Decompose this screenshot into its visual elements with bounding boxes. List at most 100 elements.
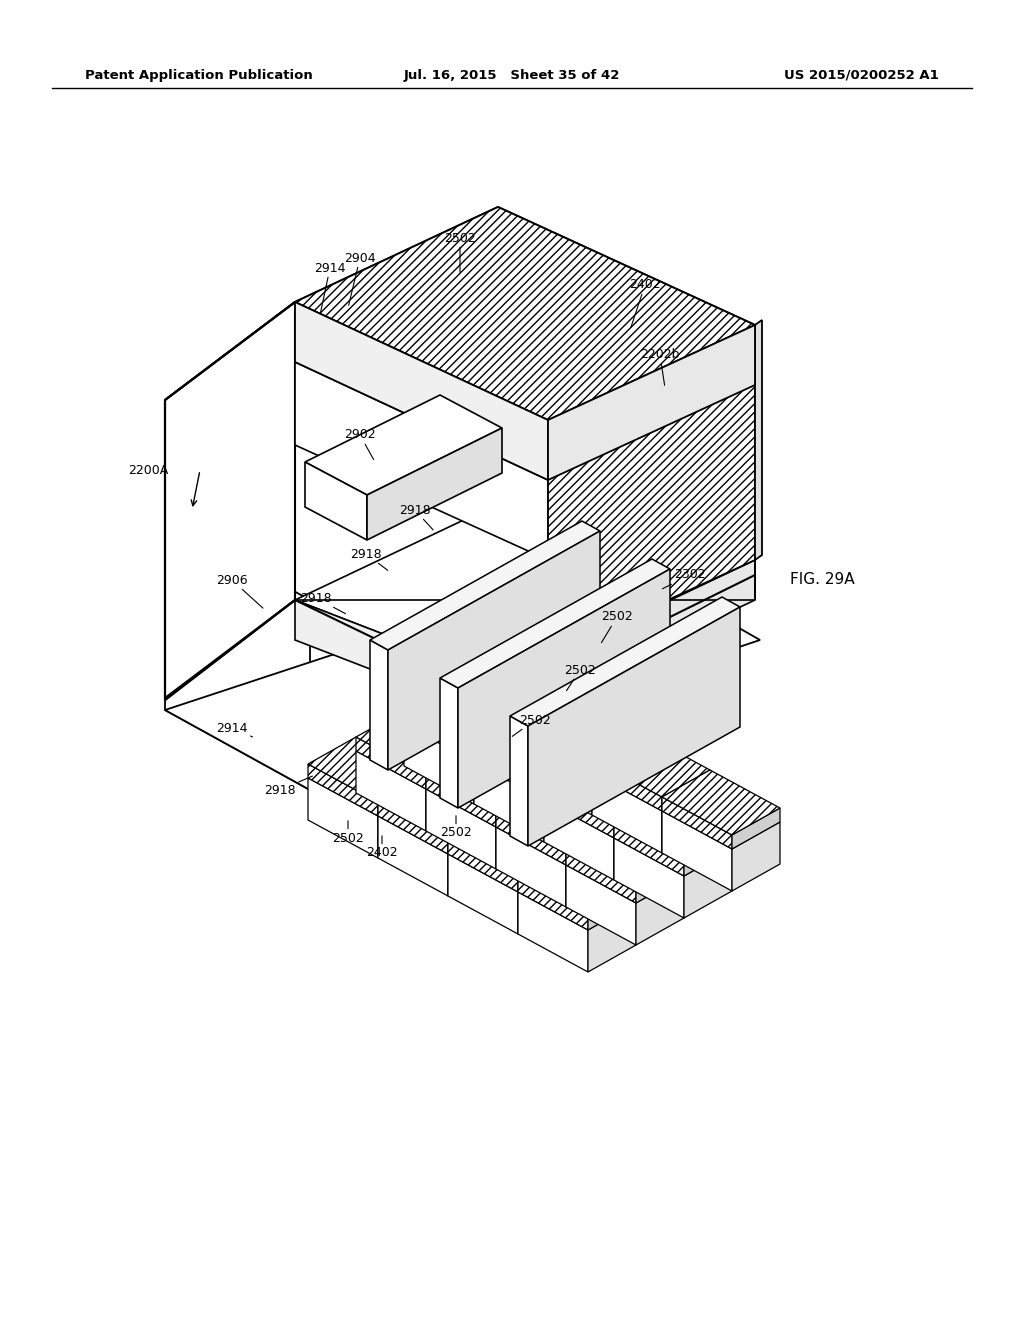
Polygon shape bbox=[356, 710, 474, 775]
Polygon shape bbox=[662, 770, 780, 836]
Polygon shape bbox=[566, 824, 684, 888]
Polygon shape bbox=[588, 903, 636, 972]
Polygon shape bbox=[662, 810, 732, 891]
Polygon shape bbox=[474, 762, 544, 842]
Polygon shape bbox=[378, 789, 426, 858]
Polygon shape bbox=[544, 759, 592, 800]
Text: 2918: 2918 bbox=[350, 548, 388, 570]
Polygon shape bbox=[370, 640, 388, 770]
Text: 2906: 2906 bbox=[216, 573, 263, 609]
Text: 2502: 2502 bbox=[332, 821, 364, 845]
Polygon shape bbox=[566, 851, 636, 903]
Polygon shape bbox=[732, 822, 780, 891]
Polygon shape bbox=[496, 785, 544, 828]
Polygon shape bbox=[614, 824, 684, 876]
Polygon shape bbox=[522, 694, 570, 735]
Polygon shape bbox=[522, 721, 592, 774]
Polygon shape bbox=[496, 785, 614, 851]
Polygon shape bbox=[295, 601, 502, 719]
Polygon shape bbox=[165, 520, 310, 789]
Polygon shape bbox=[566, 838, 614, 907]
Polygon shape bbox=[522, 708, 570, 777]
Text: 2202b: 2202b bbox=[640, 348, 680, 385]
Text: 2914: 2914 bbox=[216, 722, 253, 737]
Polygon shape bbox=[378, 775, 426, 816]
Polygon shape bbox=[426, 775, 496, 828]
Polygon shape bbox=[732, 808, 780, 849]
Polygon shape bbox=[165, 560, 760, 789]
Polygon shape bbox=[592, 759, 662, 810]
Polygon shape bbox=[662, 784, 710, 853]
Polygon shape bbox=[440, 558, 670, 688]
Polygon shape bbox=[592, 733, 640, 774]
Polygon shape bbox=[305, 462, 367, 540]
Polygon shape bbox=[356, 737, 426, 789]
Polygon shape bbox=[518, 878, 588, 931]
Polygon shape bbox=[592, 774, 662, 853]
Polygon shape bbox=[370, 521, 600, 649]
Polygon shape bbox=[662, 770, 710, 810]
Polygon shape bbox=[544, 800, 614, 880]
Polygon shape bbox=[474, 748, 544, 800]
Polygon shape bbox=[588, 888, 636, 931]
Polygon shape bbox=[592, 733, 710, 797]
Polygon shape bbox=[684, 836, 732, 876]
Polygon shape bbox=[295, 480, 755, 680]
Polygon shape bbox=[755, 319, 762, 560]
Polygon shape bbox=[518, 892, 588, 972]
Text: 2918: 2918 bbox=[399, 503, 433, 529]
Polygon shape bbox=[426, 748, 544, 813]
Polygon shape bbox=[308, 737, 426, 803]
Polygon shape bbox=[474, 721, 522, 762]
Text: 2502: 2502 bbox=[444, 231, 476, 272]
Polygon shape bbox=[592, 746, 640, 814]
Polygon shape bbox=[510, 597, 740, 726]
Text: 2918: 2918 bbox=[300, 591, 345, 614]
Polygon shape bbox=[614, 838, 684, 917]
Polygon shape bbox=[528, 607, 740, 846]
Polygon shape bbox=[378, 775, 496, 840]
Polygon shape bbox=[614, 797, 662, 838]
Text: 2902: 2902 bbox=[344, 429, 376, 459]
Polygon shape bbox=[426, 748, 474, 789]
Polygon shape bbox=[662, 797, 732, 849]
Text: Patent Application Publication: Patent Application Publication bbox=[85, 69, 312, 82]
Polygon shape bbox=[449, 854, 518, 935]
Polygon shape bbox=[566, 865, 636, 945]
Text: FIG. 29A: FIG. 29A bbox=[790, 573, 855, 587]
Polygon shape bbox=[522, 694, 640, 759]
Polygon shape bbox=[496, 800, 544, 869]
Polygon shape bbox=[544, 759, 662, 824]
Polygon shape bbox=[378, 816, 449, 896]
Polygon shape bbox=[458, 569, 670, 808]
Polygon shape bbox=[636, 862, 684, 903]
Polygon shape bbox=[474, 721, 592, 785]
Text: 2302: 2302 bbox=[663, 569, 706, 589]
Text: 2402: 2402 bbox=[367, 836, 397, 859]
Text: US 2015/0200252 A1: US 2015/0200252 A1 bbox=[784, 69, 939, 82]
Polygon shape bbox=[426, 762, 474, 832]
Polygon shape bbox=[566, 824, 614, 865]
Text: 2918: 2918 bbox=[264, 776, 312, 796]
Text: 2502: 2502 bbox=[564, 664, 596, 690]
Polygon shape bbox=[496, 828, 566, 907]
Polygon shape bbox=[636, 876, 684, 945]
Polygon shape bbox=[404, 710, 474, 762]
Polygon shape bbox=[614, 797, 732, 862]
Polygon shape bbox=[308, 777, 378, 858]
Polygon shape bbox=[378, 803, 449, 854]
Polygon shape bbox=[305, 395, 502, 495]
Polygon shape bbox=[295, 207, 755, 420]
Polygon shape bbox=[548, 325, 755, 655]
Polygon shape bbox=[452, 656, 570, 721]
Text: 2200A: 2200A bbox=[128, 463, 168, 477]
Polygon shape bbox=[614, 810, 662, 880]
Polygon shape bbox=[510, 715, 528, 846]
Text: 2402: 2402 bbox=[629, 279, 660, 327]
Polygon shape bbox=[502, 560, 755, 719]
Polygon shape bbox=[496, 813, 566, 865]
Polygon shape bbox=[474, 735, 522, 804]
Polygon shape bbox=[548, 325, 755, 480]
Polygon shape bbox=[426, 789, 496, 869]
Polygon shape bbox=[449, 840, 518, 892]
